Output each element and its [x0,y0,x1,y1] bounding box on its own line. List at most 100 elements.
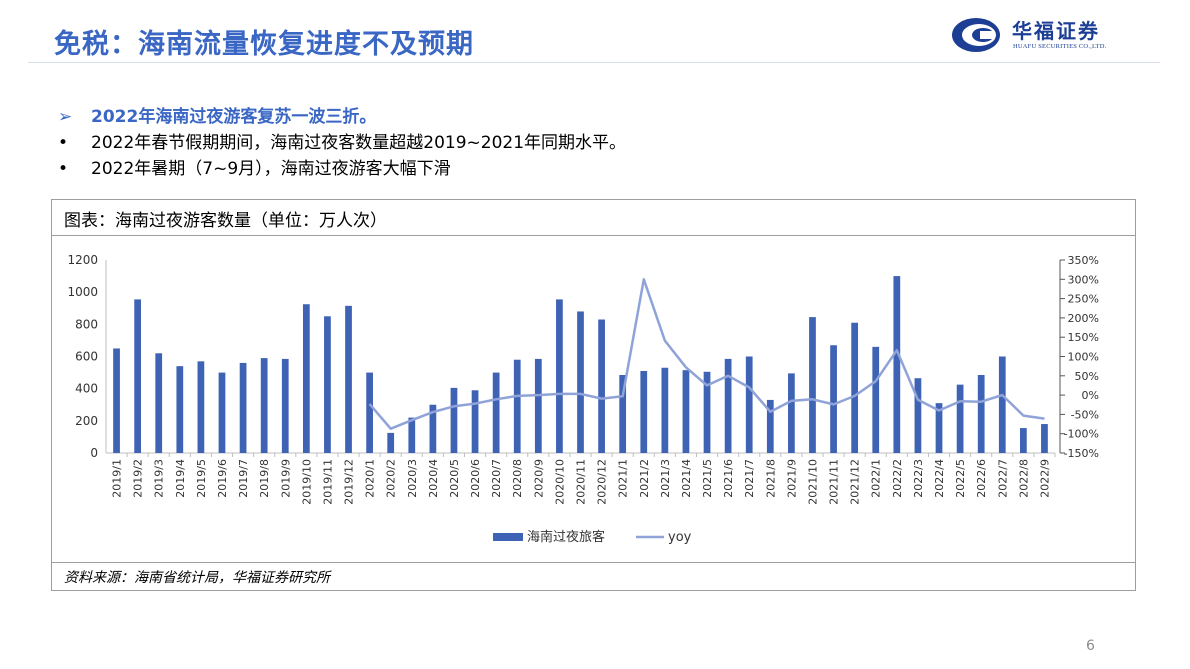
bar [429,404,437,453]
bullet-text: 2022年春节假期期间，海南过夜客数量超越2019~2021年同期水平。 [91,133,627,153]
right-tick-label: 0% [1082,389,1099,402]
x-tick-label: 2019/12 [343,459,356,505]
bar [197,361,205,453]
x-tick-label: 2019/9 [279,459,292,498]
bar [556,299,563,453]
bar [619,374,627,453]
chart-panel: 图表：海南过夜游客数量（单位：万人次） 0 200 400 600 800 1000 120… [51,199,1136,591]
x-tick-label: 2022/6 [975,459,988,498]
x-tick-label: 2019/10 [300,459,313,505]
x-tick-label: 2019/8 [258,459,271,498]
bar [1041,424,1048,453]
bar [366,372,373,453]
x-tick-label: 2021/4 [680,459,693,498]
bar [324,316,331,453]
bar [851,322,859,453]
bar [935,403,943,453]
bar [956,384,964,453]
x-tick-label: 2019/11 [321,459,334,505]
bar [640,370,648,453]
right-tick-label: 350% [1068,254,1099,267]
right-tick-label: -150% [1064,447,1099,460]
x-tick-label: 2019/4 [174,459,187,498]
x-tick-label: 2019/5 [195,459,208,498]
left-tick-label: 200 [75,414,98,428]
bar [682,370,690,453]
bar [977,374,985,453]
left-tick-label: 1000 [67,285,98,299]
bar [387,432,395,453]
bar [661,367,669,453]
bar [155,353,163,453]
legend-label: 海南过夜旅客 [527,529,605,545]
x-tick-label: 2021/10 [806,459,819,505]
x-tick-label: 2022/8 [1017,459,1030,498]
bar [113,348,120,453]
bullet-text: 2022年海南过夜游客复苏一波三折。 [91,107,377,127]
bar [830,345,837,453]
left-tick-label: 800 [75,317,98,331]
right-tick-label: 100% [1068,351,1099,364]
x-tick-label: 2021/7 [743,459,756,498]
chart-svg: 0 200 400 600 800 1000 1200 -150% -100% -50% 0% 50%… [67,253,1099,545]
x-tick-label: 2020/3 [406,459,419,498]
x-tick-label: 2020/4 [427,459,440,498]
bar [766,399,774,453]
bar [809,317,816,453]
huafu-logo-icon [952,18,1000,52]
x-tick-label: 2020/2 [385,459,398,498]
bullet-text: 2022年暑期（7~9月），海南过夜游客大幅下滑 [91,159,451,179]
logo-subtitle: HUAFU SECURITIES CO.,LTD. [1013,43,1107,50]
bar [893,276,901,453]
x-tick-label: 2020/1 [364,459,377,498]
bar [914,378,922,453]
x-tick-label: 2020/10 [553,459,566,505]
bar [239,362,247,453]
bar [513,359,521,453]
x-tick-label: 2021/8 [764,459,777,498]
bar [260,358,268,453]
right-tick-label: 300% [1068,273,1099,286]
legend-label: yoy [668,530,692,545]
x-tick-label: 2021/5 [701,459,714,498]
left-tick-label: 400 [75,382,98,396]
x-tick-label: 2022/9 [1038,459,1051,498]
bar [577,311,584,453]
x-tick-label: 2021/11 [828,459,841,505]
title-divider [28,62,1160,63]
logo-name: 华福证券 [1012,19,1100,43]
bar [302,304,310,453]
bar [176,366,184,453]
x-tick-label: 2019/6 [216,459,229,498]
left-tick-label: 1200 [67,253,98,267]
bar [998,356,1006,453]
x-tick-label: 2020/7 [490,459,503,498]
x-tick-label: 2021/2 [638,459,651,498]
bar [345,305,352,453]
chart-header: 图表：海南过夜游客数量（单位：万人次） [52,200,1135,236]
bar [703,371,711,453]
right-tick-label: 200% [1068,312,1099,325]
bar [598,319,605,453]
bar [134,299,142,453]
x-tick-label: 2020/12 [596,459,609,505]
x-tick-label: 2019/7 [237,459,250,498]
x-tick-label: 2022/2 [891,459,904,498]
right-tick-label: 50% [1075,370,1099,383]
x-tick-label: 2019/1 [111,459,124,498]
bar [872,346,880,453]
x-tick-label: 2020/6 [469,459,482,498]
left-tick-label: 0 [90,446,98,460]
x-tick-label: 2020/9 [532,459,545,498]
bar [788,373,795,453]
x-tick-label: 2022/5 [954,459,967,498]
right-tick-label: -100% [1064,428,1099,441]
x-tick-label: 2021/6 [722,459,735,498]
x-tick-label: 2021/1 [617,459,630,498]
x-tick-label: 2022/4 [933,459,946,498]
right-tick-label: 150% [1068,331,1099,344]
x-tick-label: 2022/7 [996,459,1009,498]
slide-title: 免税：海南流量恢复进度不及预期 [54,29,474,60]
bar [492,372,500,453]
right-tick-label: 250% [1068,293,1099,306]
